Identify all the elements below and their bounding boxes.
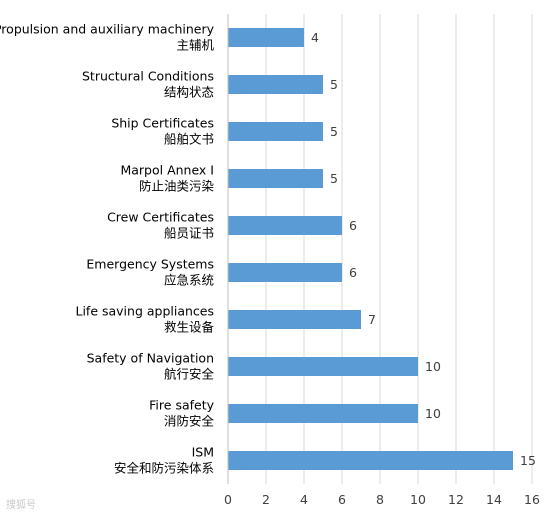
bar-5 (228, 263, 342, 282)
x-tick-labels: 0 2 4 6 8 10 12 14 16 (224, 492, 540, 507)
bar-6 (228, 310, 361, 329)
data-label-1: 5 (330, 77, 338, 92)
data-label-8: 10 (425, 406, 441, 421)
bar-7 (228, 357, 418, 376)
category-label-en-2: Ship Certificates (111, 116, 214, 131)
category-label-zh-1: 结构状态 (164, 85, 214, 100)
category-label-en-4: Crew Certificates (107, 210, 214, 225)
category-label-zh-0: 主辅机 (176, 38, 214, 53)
data-label-7: 10 (425, 359, 441, 374)
bar-2 (228, 122, 323, 141)
bar-1 (228, 75, 323, 94)
x-tick-label-4: 4 (300, 492, 308, 507)
data-label-5: 6 (349, 265, 357, 280)
data-label-3: 5 (330, 171, 338, 186)
category-label-zh-8: 消防安全 (164, 414, 215, 429)
data-labels: 4 5 5 5 6 6 7 10 10 15 (311, 30, 536, 468)
bar-9 (228, 451, 513, 470)
bars (228, 28, 513, 470)
data-label-9: 15 (520, 453, 536, 468)
category-label-en-8: Fire safety (149, 398, 214, 413)
category-label-en-0: Propulsion and auxiliary machinery (0, 22, 215, 37)
category-label-en-7: Safety of Navigation (87, 351, 214, 366)
category-label-en-9: ISM (192, 445, 214, 460)
category-label-en-3: Marpol Annex Ⅰ (120, 163, 214, 178)
x-tick-label-14: 14 (486, 492, 502, 507)
x-tick-label-2: 2 (262, 492, 270, 507)
category-label-zh-9: 安全和防污染体系 (114, 461, 214, 476)
category-label-zh-5: 应急系统 (164, 273, 214, 288)
data-label-0: 4 (311, 30, 319, 45)
bar-4 (228, 216, 342, 235)
x-tick-label-8: 8 (376, 492, 384, 507)
category-label-zh-6: 救生设备 (164, 320, 215, 335)
x-tick-label-16: 16 (524, 492, 540, 507)
category-label-en-6: Life saving appliances (75, 304, 214, 319)
category-label-en-1: Structural Conditions (82, 69, 214, 84)
data-label-6: 7 (368, 312, 376, 327)
category-label-zh-4: 船员证书 (164, 226, 214, 241)
category-label-en-5: Emergency Systems (86, 257, 214, 272)
watermark: 搜狐号 (6, 498, 36, 511)
x-tick-label-6: 6 (338, 492, 346, 507)
bar-3 (228, 169, 323, 188)
category-label-zh-3: 防止油类污染 (139, 179, 215, 194)
bar-8 (228, 404, 418, 423)
x-tick-label-12: 12 (448, 492, 464, 507)
x-tick-label-10: 10 (410, 492, 426, 507)
category-label-zh-2: 船舶文书 (164, 132, 214, 147)
data-label-2: 5 (330, 124, 338, 139)
x-tick-label-0: 0 (224, 492, 232, 507)
data-label-4: 6 (349, 218, 357, 233)
bar-0 (228, 28, 304, 47)
category-label-zh-7: 航行安全 (164, 367, 215, 382)
